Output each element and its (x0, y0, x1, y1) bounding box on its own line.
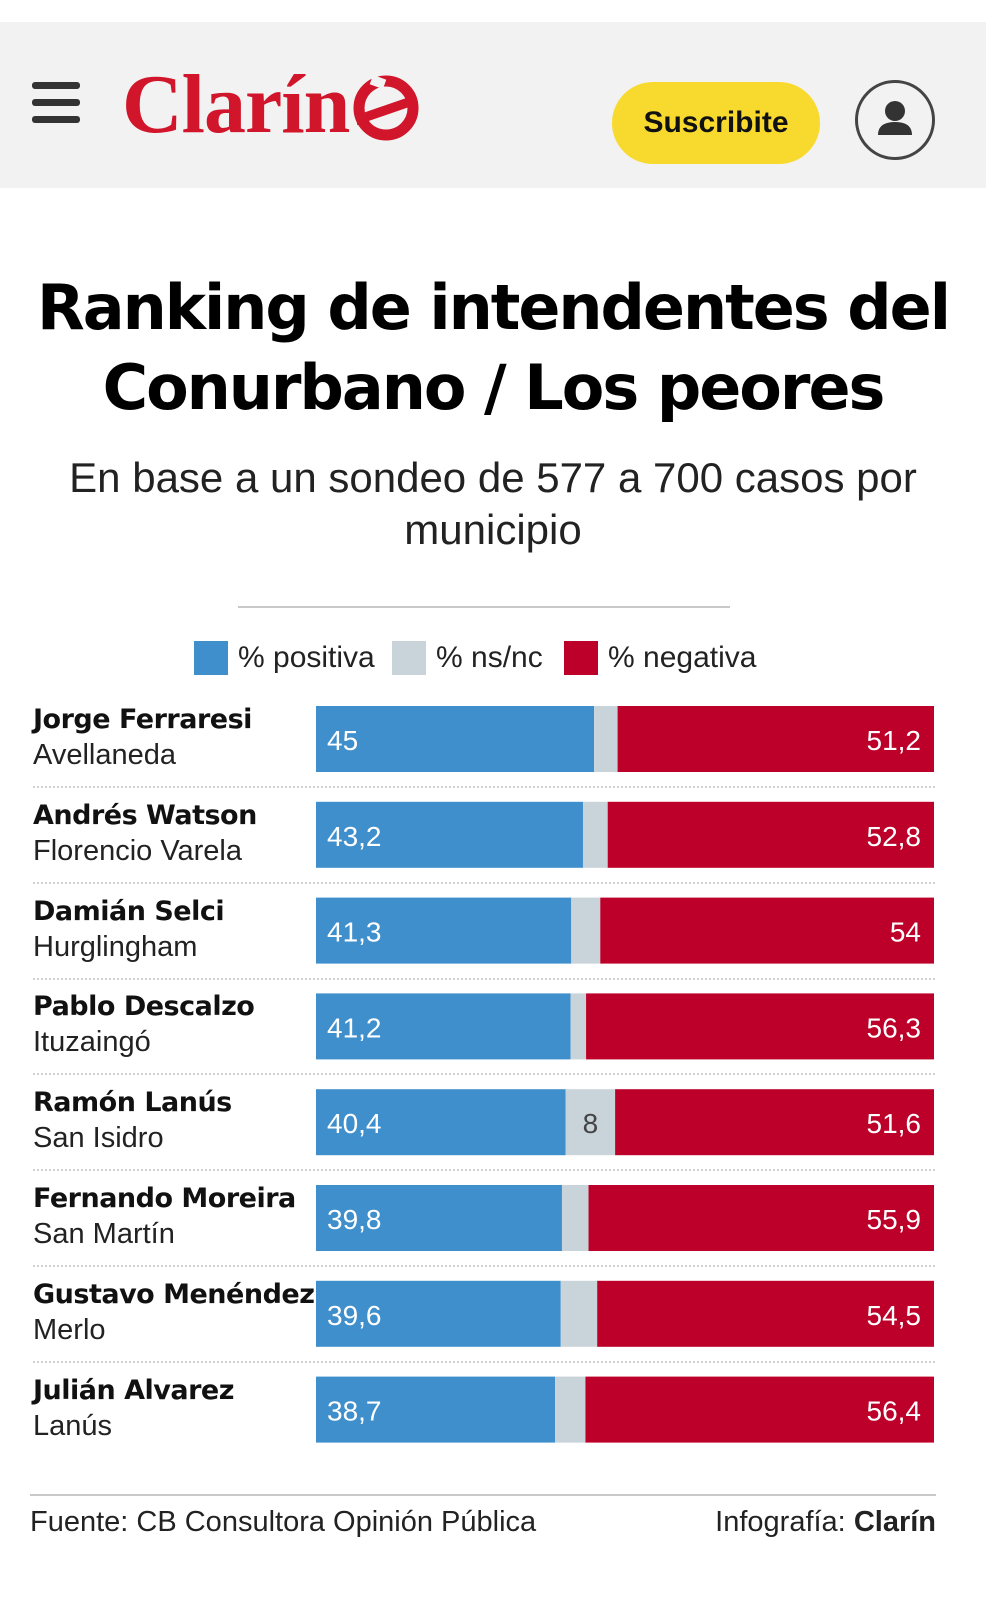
municipality-name: San Isidro (33, 1122, 164, 1155)
municipality-name: Hurglingham (33, 930, 198, 963)
bar-segment-negativa (607, 801, 934, 868)
data-label-negativa: 51,6 (867, 1108, 922, 1139)
row-separator (33, 881, 935, 884)
bar-segment-negativa (597, 1280, 934, 1347)
bar-segment-positiva (316, 1185, 562, 1251)
source-note: Fuente: CB Consultora Opinión Pública (30, 1506, 537, 1538)
divider (238, 606, 730, 608)
legend-swatch (392, 641, 426, 675)
data-label-negativa: 56,4 (867, 1396, 922, 1427)
bar-segment-positiva (316, 1280, 561, 1347)
data-label-positiva: 38,7 (327, 1396, 382, 1427)
bar-segment-nsnc (565, 1089, 616, 1156)
logo-text: Clarín (122, 58, 350, 151)
mayor-name: Gustavo Menéndez (33, 1278, 315, 1310)
mayor-name: Julián Alvarez (33, 1374, 234, 1406)
subscribe-button[interactable]: Suscribite (612, 82, 820, 164)
bar-segment-nsnc (560, 1280, 598, 1347)
mayor-name: Pablo Descalzo (33, 991, 255, 1023)
infographic-credit: Infografía: Clarín (715, 1506, 936, 1539)
data-label-positiva: 41,3 (327, 917, 382, 948)
menu-line (32, 99, 80, 106)
legend-label: % ns/nc (436, 641, 543, 674)
logo-mark-icon (353, 75, 419, 141)
data-label-negativa: 54,5 (867, 1300, 922, 1331)
legend-item-nsnc: % ns/nc (392, 636, 543, 680)
user-account-button[interactable] (855, 80, 935, 160)
data-label-positiva: 45 (327, 725, 358, 756)
municipality-name: Lanús (33, 1409, 113, 1442)
bar-segment-positiva (316, 897, 572, 964)
legend-swatch (564, 641, 598, 675)
municipality-name: Ituzaingó (33, 1026, 151, 1059)
bar-segment-negativa (586, 993, 934, 1060)
row-separator (33, 1169, 935, 1172)
mayor-name: Ramón Lanús (33, 1087, 232, 1119)
row-separator (33, 1265, 935, 1267)
footer-divider (30, 1494, 936, 1496)
data-label-positiva: 39,6 (327, 1300, 382, 1331)
bar-segment-nsnc (570, 993, 587, 1060)
bar-segment-nsnc (594, 706, 618, 772)
bar-segment-nsnc (561, 1185, 589, 1251)
credit-prefix: Infografía: (715, 1506, 854, 1538)
credit-brand: Clarín (853, 1506, 936, 1538)
municipality-name: Florencio Varela (33, 834, 243, 867)
bar-segment-positiva (316, 1376, 556, 1443)
site-header: Clarín Suscribite (0, 22, 986, 188)
data-label-nsnc: 8 (583, 1108, 599, 1139)
municipality-name: Merlo (33, 1313, 106, 1346)
bar-segment-positiva (316, 993, 571, 1060)
chart-title: Ranking de intendentes del Conurbano / L… (37, 271, 951, 424)
chart-legend: % positiva % ns/nc % negativa (0, 636, 986, 680)
bar-segment-positiva (316, 801, 583, 868)
data-label-negativa: 55,9 (867, 1204, 922, 1235)
hamburger-menu-icon[interactable] (32, 82, 80, 124)
municipality-name: San Martín (33, 1218, 175, 1250)
menu-line (32, 116, 80, 123)
bar-segment-nsnc (555, 1376, 586, 1443)
bar-segment-positiva (316, 706, 595, 772)
user-icon (878, 101, 912, 135)
row-separator (33, 1073, 935, 1076)
bar-segment-nsnc (571, 897, 601, 964)
mayor-name: Damián Selci (33, 895, 225, 927)
legend-label: % negativa (608, 641, 757, 674)
legend-swatch (194, 641, 228, 675)
data-label-positiva: 43,2 (327, 821, 382, 852)
municipality-name: Avellaneda (33, 739, 176, 771)
bar-segment-positiva (316, 1089, 566, 1156)
data-label-positiva: 40,4 (327, 1108, 382, 1139)
data-label-positiva: 41,2 (327, 1012, 382, 1043)
legend-item-negativa: % negativa (564, 636, 756, 680)
data-label-negativa: 51,2 (867, 725, 922, 756)
data-label-negativa: 54 (890, 917, 921, 948)
mayor-name: Andrés Watson (33, 799, 257, 831)
mayor-name: Fernando Moreira (33, 1183, 296, 1214)
row-separator (33, 1360, 935, 1363)
menu-line (32, 82, 80, 89)
chart-subtitle: En base a un sondeo de 577 a 700 casos p… (69, 454, 917, 553)
clarin-logo[interactable]: Clarín (122, 60, 419, 150)
bar-segment-negativa (617, 706, 934, 772)
bar-segment-negativa (585, 1376, 934, 1443)
mayor-name: Jorge Ferraresi (33, 704, 252, 735)
row-separator (33, 977, 935, 980)
bar-segment-nsnc (582, 801, 608, 868)
row-separator (33, 786, 935, 788)
data-label-negativa: 56,3 (867, 1012, 922, 1043)
legend-label: % positiva (238, 641, 375, 674)
bar-segment-negativa (600, 897, 934, 964)
legend-item-positiva: % positiva (194, 636, 375, 680)
bar-segment-negativa (615, 1089, 934, 1156)
bar-segment-negativa (588, 1185, 934, 1251)
data-label-negativa: 52,8 (867, 821, 922, 852)
data-label-positiva: 39,8 (327, 1204, 382, 1235)
